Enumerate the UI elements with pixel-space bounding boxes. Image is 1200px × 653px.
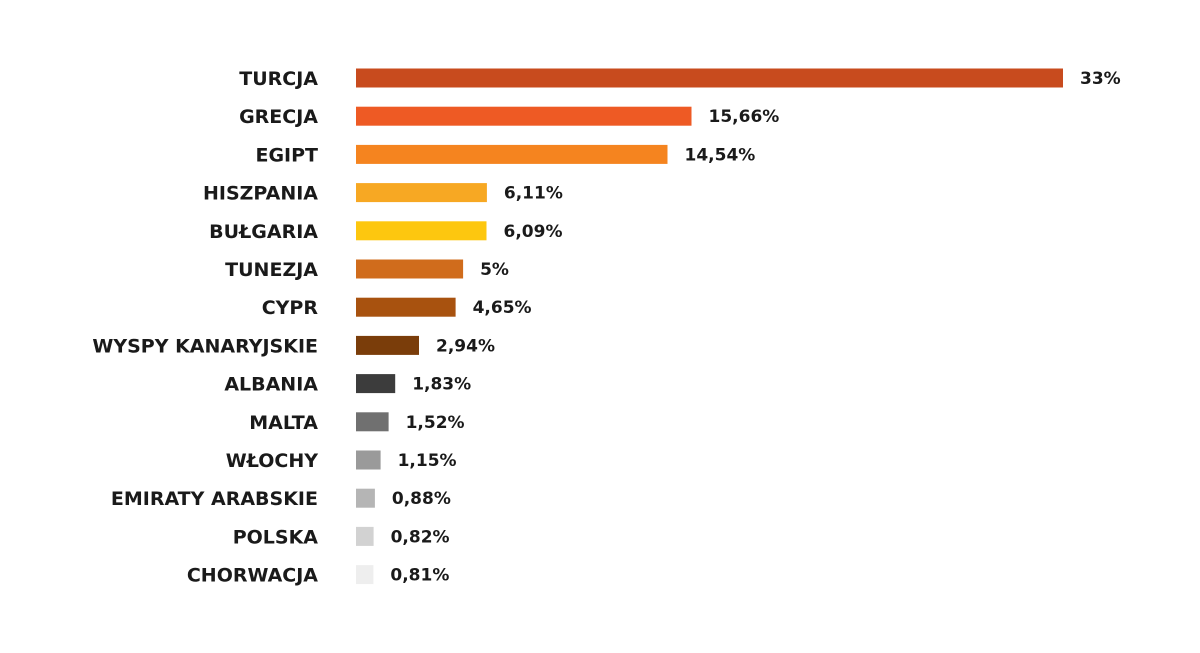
category-label-1: GRECJA (239, 106, 318, 128)
bar-10 (356, 450, 381, 470)
bar-0 (356, 68, 1063, 88)
bar-3 (356, 183, 487, 203)
bar-8 (356, 374, 396, 394)
bar-13 (356, 565, 374, 585)
bar-7 (356, 335, 419, 355)
category-label-0: TURCJA (239, 68, 318, 90)
bar-9 (356, 412, 389, 432)
category-label-11: EMIRATY ARABSKIE (111, 488, 318, 510)
category-label-5: TUNEZJA (225, 259, 318, 281)
bar-11 (356, 488, 375, 508)
value-label-8: 1,83% (412, 375, 471, 395)
bars-layer (356, 68, 1063, 585)
value-label-12: 0,82% (391, 527, 450, 547)
bar-4 (356, 221, 487, 241)
category-labels: TURCJA GRECJA EGIPT HISZPANIA BUŁGARIA TUNEZJ… (92, 68, 318, 587)
value-label-1: 15,66% (709, 107, 780, 127)
bar-2 (356, 144, 668, 164)
category-label-10: WŁOCHY (226, 450, 318, 472)
bar-5 (356, 259, 464, 279)
value-labels: 33% 15,66% 14,54% 6,11% 6,09% 5% 4,65% 2,94% 1,8… (390, 69, 1120, 586)
value-label-9: 1,52% (406, 413, 465, 433)
value-label-7: 2,94% (436, 336, 495, 356)
value-label-2: 14,54% (685, 145, 756, 165)
category-label-13: CHORWACJA (187, 565, 318, 587)
category-label-2: EGIPT (255, 144, 318, 166)
value-label-3: 6,11% (504, 184, 563, 204)
bar-1 (356, 106, 692, 126)
bar-6 (356, 297, 456, 317)
value-label-5: 5% (480, 260, 509, 280)
value-label-6: 4,65% (473, 298, 532, 318)
value-label-11: 0,88% (392, 489, 451, 509)
category-label-4: BUŁGARIA (209, 221, 318, 243)
category-label-9: MALTA (249, 412, 318, 434)
category-label-12: POLSKA (233, 526, 319, 548)
bar-12 (356, 526, 374, 546)
category-label-6: CYPR (262, 297, 319, 319)
category-label-3: HISZPANIA (203, 183, 318, 205)
value-label-4: 6,09% (504, 222, 563, 242)
category-label-8: ALBANIA (224, 374, 318, 396)
value-label-0: 33% (1080, 69, 1121, 89)
category-label-7: WYSPY KANARYJSKIE (92, 335, 318, 357)
value-label-13: 0,81% (390, 566, 449, 586)
value-label-10: 1,15% (398, 451, 457, 471)
